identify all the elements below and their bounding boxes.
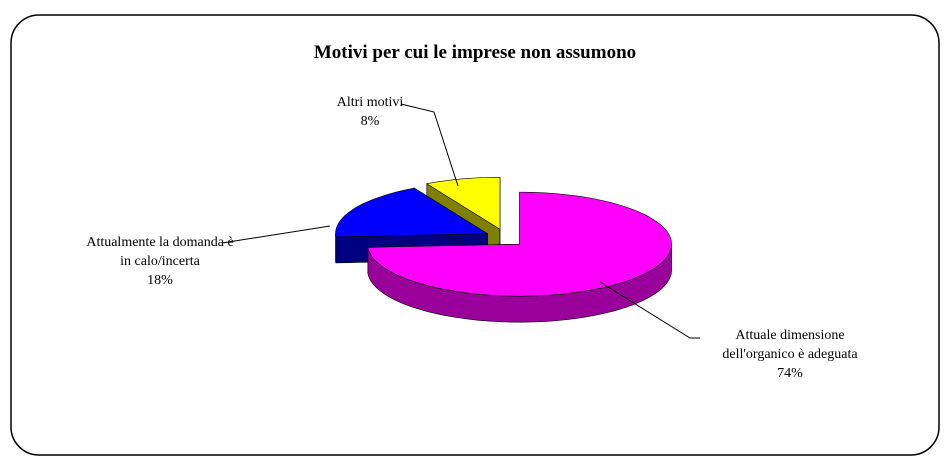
data-label: Altri motivi 8% xyxy=(290,93,450,131)
data-label: Attualmente la domanda è in calo/incerta… xyxy=(80,233,240,290)
value-label: 74% xyxy=(777,366,803,381)
slice xyxy=(367,191,672,297)
leader-line xyxy=(599,281,700,339)
slice xyxy=(425,177,501,230)
value-label: 18% xyxy=(147,273,173,288)
leader-line xyxy=(400,103,459,187)
category-label: Attuale dimensione dell'organico è adegu… xyxy=(722,328,858,362)
category-label: Attualmente la domanda è in calo/incerta xyxy=(86,235,234,269)
data-label: Attuale dimensione dell'organico è adegu… xyxy=(700,326,880,383)
leader-line xyxy=(221,225,331,244)
chart-title: Motivi per cui le imprese non assumono xyxy=(313,42,637,63)
slice xyxy=(335,187,489,238)
category-label: Altri motivi xyxy=(336,95,404,110)
value-label: 8% xyxy=(360,114,380,129)
